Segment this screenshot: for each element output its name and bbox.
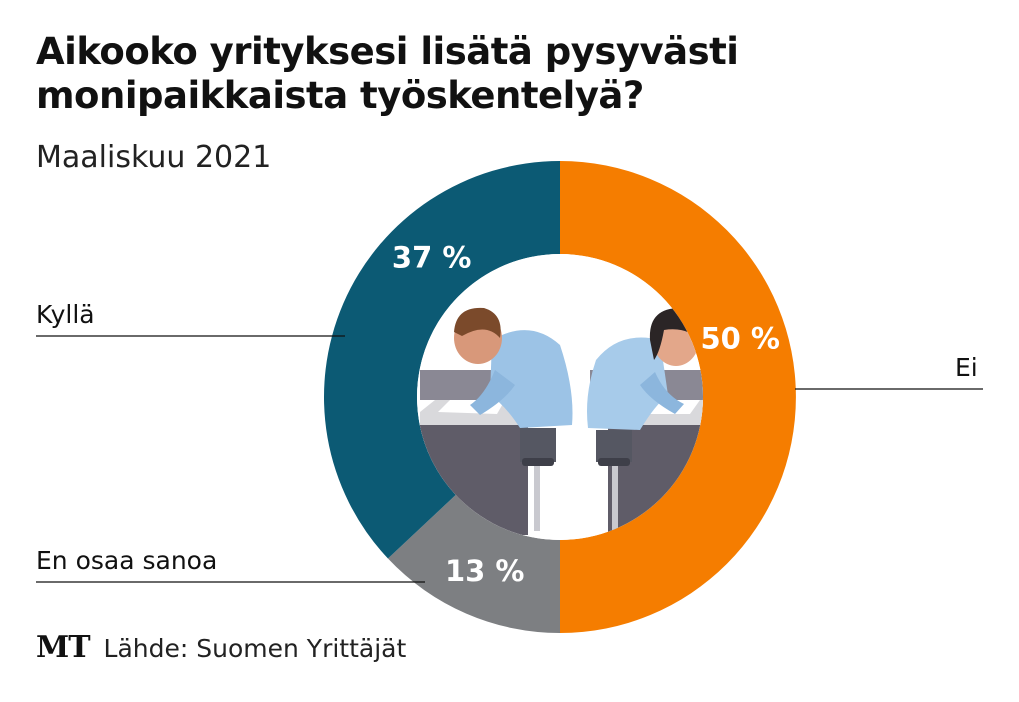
legend-label-en-osaa-sanoa: En osaa sanoa <box>36 546 218 575</box>
left-person-torso <box>490 330 573 428</box>
chart-title: Aikooko yrityksesi lisätä pysyvästi moni… <box>36 30 739 117</box>
right-person-torso <box>587 337 668 430</box>
source-text: Lähde: Suomen Yrittäjät <box>103 634 407 663</box>
left-person-leg <box>520 428 556 462</box>
left-stool-leg <box>534 466 540 531</box>
value-label-kyllä: 37 % <box>392 241 472 275</box>
right-stool-leg <box>612 466 618 531</box>
donut-slice-ei <box>560 161 796 633</box>
value-labels: 50 % 13 % 37 % <box>392 241 780 588</box>
donut-slice-en-osaa-sanoa <box>387 494 560 633</box>
legend-label-ei: Ei <box>955 353 978 382</box>
publisher-logo: MT <box>36 630 91 665</box>
value-label-en-osaa-sanoa: 13 % <box>445 554 525 588</box>
left-person-hair <box>454 307 501 338</box>
legend-label-kylla: Kyllä <box>36 300 95 329</box>
right-person-arm <box>640 372 684 414</box>
footer: MT Lähde: Suomen Yrittäjät <box>36 630 406 665</box>
right-person-leg <box>596 430 632 462</box>
donut-slice-kyllä <box>324 161 560 559</box>
right-stool-seat <box>598 458 630 466</box>
left-stool-seat <box>522 458 554 466</box>
value-label-ei: 50 % <box>700 321 780 355</box>
leader-lines <box>36 335 983 583</box>
left-person-arm <box>470 370 515 415</box>
chart-subtitle: Maaliskuu 2021 <box>36 140 272 175</box>
